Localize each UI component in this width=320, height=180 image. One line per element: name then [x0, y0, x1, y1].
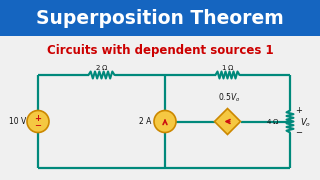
Text: Circuits with dependent sources 1: Circuits with dependent sources 1 [47, 44, 273, 57]
Text: 10 V: 10 V [9, 117, 26, 126]
Text: $0.5V_o$: $0.5V_o$ [218, 91, 241, 103]
Text: 1 $\Omega$: 1 $\Omega$ [220, 62, 234, 71]
Text: Superposition Theorem: Superposition Theorem [36, 8, 284, 28]
Text: −: − [35, 121, 42, 130]
Text: 4 $\Omega$: 4 $\Omega$ [266, 117, 280, 126]
Text: 2 A: 2 A [139, 117, 151, 126]
Circle shape [27, 111, 49, 132]
Text: +: + [295, 106, 302, 115]
Polygon shape [214, 109, 241, 134]
Text: 2 $\Omega$: 2 $\Omega$ [95, 62, 108, 71]
Circle shape [154, 111, 176, 132]
FancyBboxPatch shape [0, 0, 320, 36]
Text: +: + [35, 114, 42, 123]
Text: $V_o$: $V_o$ [300, 116, 311, 129]
Text: −: − [295, 128, 302, 137]
